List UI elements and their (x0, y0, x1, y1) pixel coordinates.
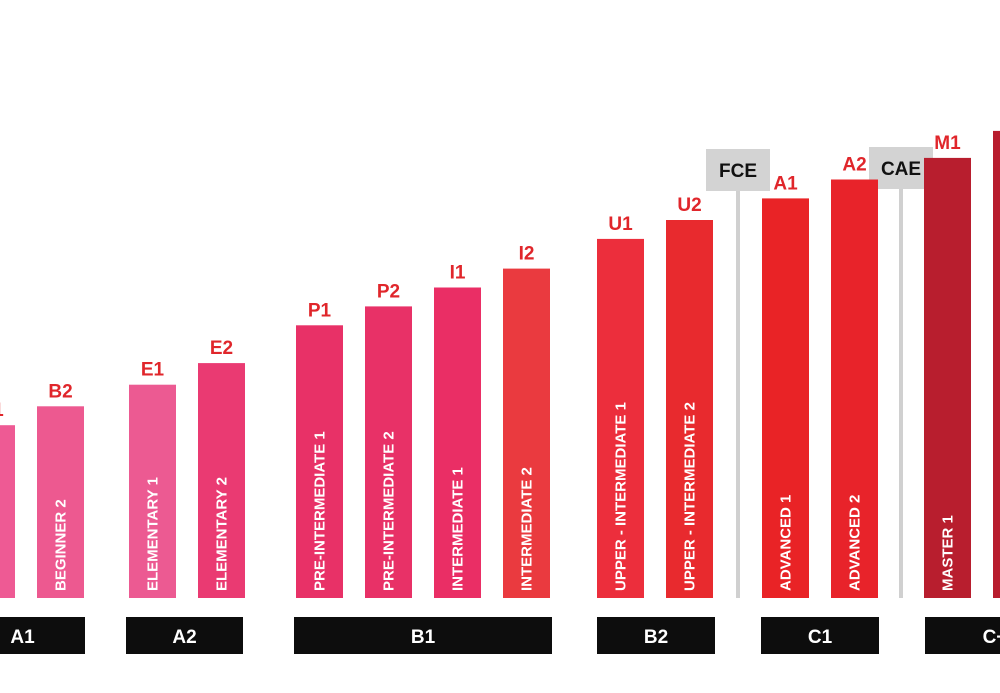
cefr-group-band (925, 617, 1000, 654)
bar-code-label: I1 (450, 263, 466, 284)
bar-level-name: ADVANCED 1 (778, 495, 795, 591)
bar-code-label: A1 (773, 173, 798, 194)
bar-m2 (993, 130, 1000, 598)
bar-level-name: UPPER - INTERMEDIATE 2 (682, 402, 699, 591)
bar-b2 (37, 406, 84, 598)
cefr-group-label: C+ (983, 627, 1000, 648)
bar-level-name: BEGINNER 1 (0, 499, 1, 591)
bar-code-label: E1 (141, 360, 165, 381)
bar-i1 (434, 287, 481, 598)
bar-level-name: PRE-INTERMEDIATE 1 (312, 431, 329, 591)
exam-marker-line (899, 189, 903, 598)
bar-code-label: A2 (842, 155, 866, 176)
bar-b1 (0, 425, 15, 598)
exam-marker-label: CAE (881, 159, 921, 180)
bar-level-name: INTERMEDIATE 1 (450, 467, 467, 591)
bar-level-name: INTERMEDIATE 2 (519, 467, 536, 591)
cefr-group-band (294, 617, 552, 654)
bar-e1 (129, 384, 176, 598)
bar-level-name: MASTER 1 (940, 515, 957, 591)
bar-level-name: ADVANCED 2 (847, 495, 864, 591)
bar-i2 (503, 268, 550, 598)
cefr-group-band (0, 617, 85, 654)
bar-code-label: U2 (677, 195, 701, 216)
cefr-group-label: A2 (172, 627, 196, 648)
bar-code-label: P2 (377, 281, 400, 302)
bar-u2 (666, 220, 713, 598)
bar-code-label: B1 (0, 400, 4, 421)
bar-level-name: UPPER - INTERMEDIATE 1 (613, 402, 630, 591)
bar-a2 (831, 179, 878, 598)
cefr-group-band (597, 617, 715, 654)
cefr-group-band (126, 617, 243, 654)
cefr-group-label: B1 (411, 627, 436, 648)
exam-marker-box (706, 149, 770, 191)
exam-markers: FCE CAE (706, 147, 933, 598)
exam-marker-box (869, 147, 933, 189)
cefr-group-labels: A1 A2 B1 B2 C1 C+ (0, 617, 1000, 654)
bar-code-label: B2 (48, 381, 72, 402)
bar-level-name: ELEMENTARY 1 (145, 477, 162, 591)
bar-code-label: I2 (519, 244, 535, 265)
bar-level-name: BEGINNER 2 (53, 499, 70, 591)
bar-p2 (365, 306, 412, 598)
cefr-group-label: A1 (10, 627, 35, 648)
exam-marker-line (736, 191, 740, 598)
bar-p1 (296, 325, 343, 598)
bar-level-name: PRE-INTERMEDIATE 2 (381, 431, 398, 591)
bar-u1 (597, 238, 644, 598)
bar-code-label: P1 (308, 300, 332, 321)
bar-a1 (762, 198, 809, 598)
cefr-group-label: C1 (808, 627, 833, 648)
bar-code-label: E2 (210, 338, 233, 359)
bar-code-label: M1 (934, 133, 961, 154)
bar-e2 (198, 363, 245, 598)
cefr-group-band (761, 617, 879, 654)
cefr-group-label: B2 (644, 627, 668, 648)
level-bars: B1 BEGINNER 1 B2 BEGINNER 2 E1 ELEMENTARY 1 E2… (0, 130, 1000, 598)
bar-m1 (924, 157, 971, 598)
exam-marker-label: FCE (719, 161, 757, 182)
bar-level-name: ELEMENTARY 2 (214, 477, 231, 591)
bar-code-label: U1 (608, 214, 633, 235)
